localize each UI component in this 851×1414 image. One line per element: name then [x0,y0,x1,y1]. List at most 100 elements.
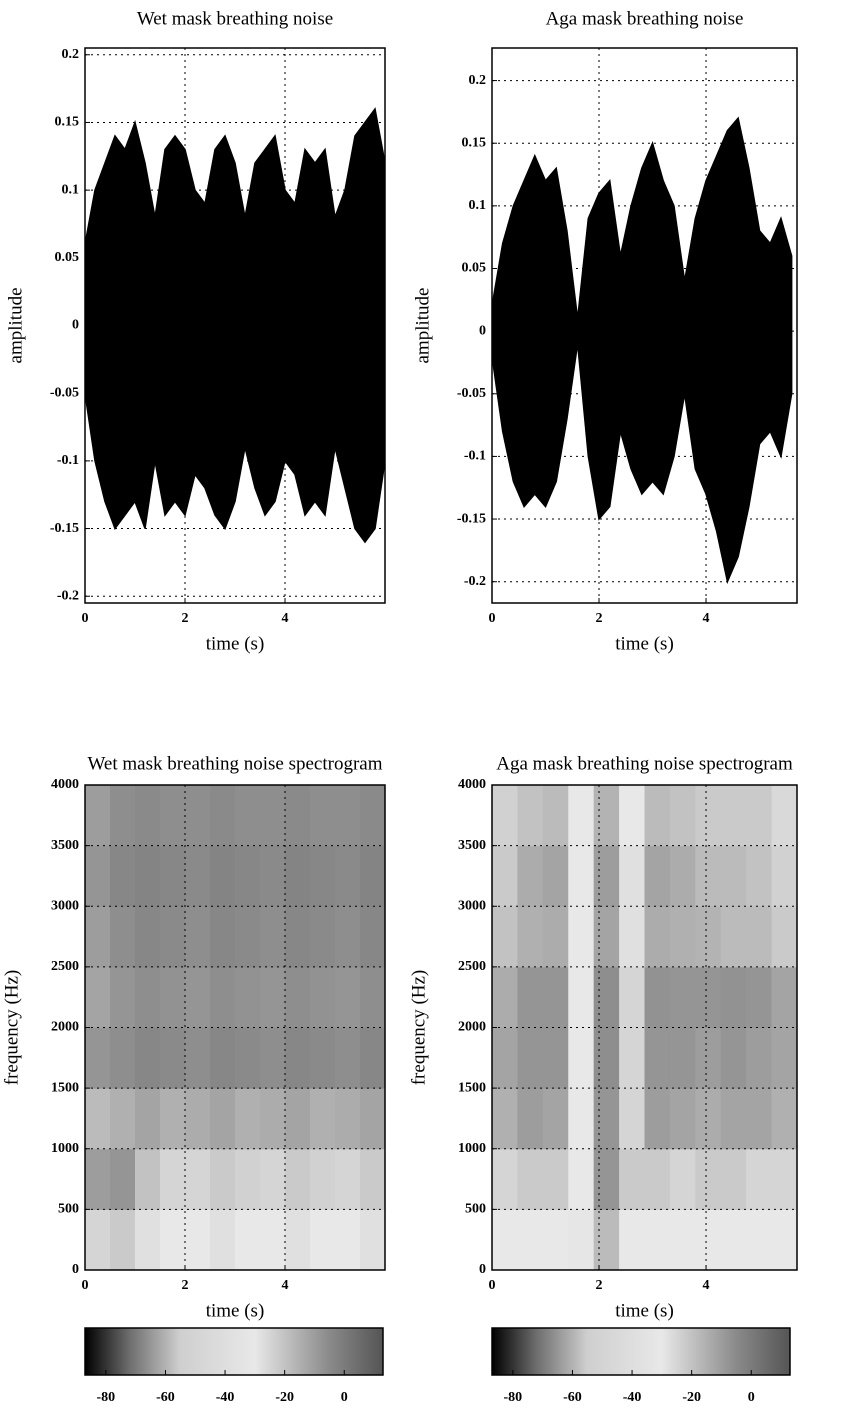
heatmap-cell [594,1028,620,1089]
x-tick-label: 0 [489,611,496,626]
heatmap-cell [670,1149,696,1210]
heatmap-cell [746,1088,772,1149]
heatmap-cell [517,1088,543,1149]
heatmap-cell [543,1088,569,1149]
heatmap-cell [185,1209,211,1270]
heatmap-cell [285,906,311,967]
colorbar-tick-label: 0 [748,1390,755,1405]
heatmap-cell [235,906,261,967]
heatmap-cell [110,1149,136,1210]
y-tick-label: 1000 [458,1141,486,1156]
x-tick-label: 4 [703,611,710,626]
heatmap-cell [110,1209,136,1270]
heatmap-cell [160,846,186,907]
heatmap-cell [160,906,186,967]
y-tick-label: -0.15 [50,521,79,536]
heatmap-cell [160,1209,186,1270]
heatmap-cell [517,1149,543,1210]
heatmap-cell [695,1088,721,1149]
heatmap-cell [210,1028,236,1089]
heatmap-cell [695,906,721,967]
heatmap-cell [517,785,543,846]
heatmap-cell [360,906,386,967]
colorbar-tick-label: -20 [682,1390,701,1405]
heatmap-cell [492,1088,518,1149]
y-tick-label: 0 [479,323,486,338]
heatmap-cell [619,906,645,967]
heatmap-cell [235,846,261,907]
heatmap-cell [360,1149,386,1210]
heatmap-cell [517,1028,543,1089]
heatmap-cell [85,1149,111,1210]
heatmap-cell [721,785,747,846]
y-tick-label: 3000 [51,898,79,913]
heatmap-cell [285,785,311,846]
heatmap-cell [360,967,386,1028]
y-tick-label: 3000 [458,898,486,913]
y-tick-label: 4000 [51,777,79,792]
heatmap-cell [335,967,361,1028]
heatmap-cell [135,1209,161,1270]
y-tick-label: -0.15 [457,511,486,526]
heatmap-cell [210,1209,236,1270]
heatmap-cell [210,967,236,1028]
heatmap-cell [185,785,211,846]
heatmap-cell [746,1149,772,1210]
heatmap-cell [543,785,569,846]
heatmap-cell [670,1028,696,1089]
heatmap-cell [335,1209,361,1270]
heatmap-cell [185,906,211,967]
y-tick-label: -0.05 [50,385,79,400]
y-tick-label: 1500 [51,1080,79,1095]
heatmap-cell [772,1149,798,1210]
heatmap-cell [721,1028,747,1089]
heatmap-cell [185,846,211,907]
heatmap-cell [185,1149,211,1210]
heatmap-cell [594,785,620,846]
heatmap-cell [260,785,286,846]
x-axis-label: time (s) [615,633,674,654]
heatmap-cell [594,906,620,967]
heatmap-cell [135,1149,161,1210]
heatmap-cell [594,967,620,1028]
heatmap-cell [85,906,111,967]
heatmap-cell [360,846,386,907]
heatmap-cell [619,1088,645,1149]
heatmap-cell [517,1209,543,1270]
heatmap-cell [335,846,361,907]
heatmap-cell [210,785,236,846]
heatmap-cell [746,1209,772,1270]
heatmap-cell [645,785,671,846]
heatmap-cell [492,1209,518,1270]
y-tick-label: -0.1 [57,453,79,468]
heatmap-cell [260,967,286,1028]
heatmap-cell [135,846,161,907]
y-tick-label: 2000 [458,1020,486,1035]
heatmap-cell [310,1209,336,1270]
heatmap-cell [235,1028,261,1089]
x-tick-label: 4 [282,1278,289,1293]
heatmap-cell [695,967,721,1028]
heatmap-cell [568,1088,594,1149]
y-tick-label: 2000 [51,1020,79,1035]
heatmap-cell [110,906,136,967]
heatmap-cell [695,846,721,907]
heatmap-cell [285,1088,311,1149]
heatmap-cell [160,1088,186,1149]
heatmap-cell [772,1028,798,1089]
heatmap-cell [721,846,747,907]
heatmap-cell [695,785,721,846]
y-tick-label: 500 [58,1202,79,1217]
heatmap-cell [568,1209,594,1270]
heatmap-cell [285,1209,311,1270]
heatmap-cell [594,1088,620,1149]
y-tick-label: 0 [72,318,79,333]
heatmap-cell [492,785,518,846]
colorbar-tick-label: -40 [216,1390,235,1405]
chart-title: Aga mask breathing noise [546,8,744,29]
y-tick-label: 0 [479,1262,486,1277]
heatmap-cell [568,785,594,846]
x-tick-label: 0 [489,1278,496,1293]
heatmap-cell [85,785,111,846]
heatmap-cell [110,846,136,907]
